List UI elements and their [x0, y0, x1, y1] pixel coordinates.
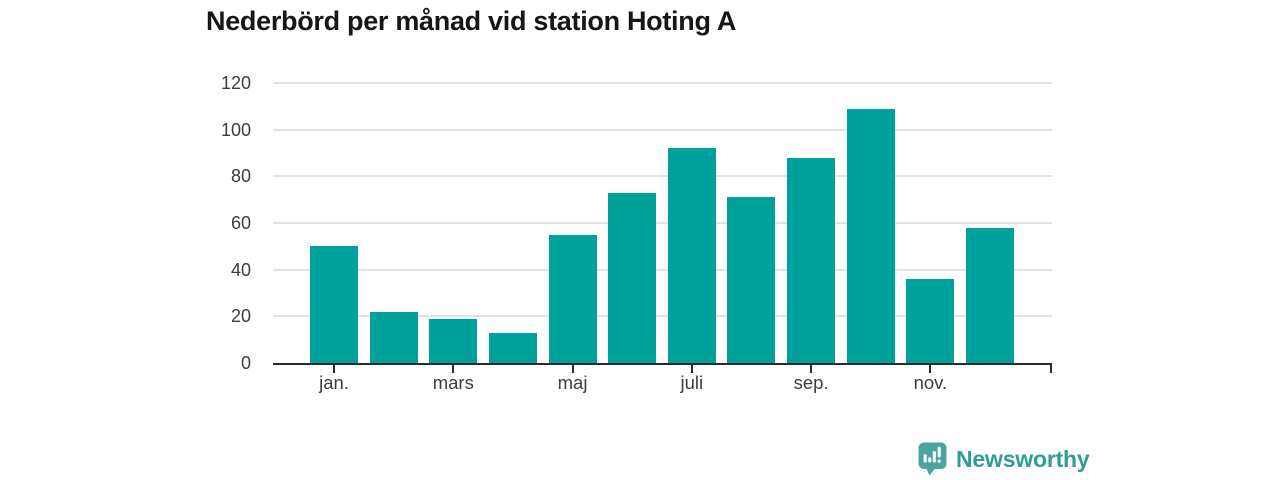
bar-dec	[966, 227, 1015, 363]
x-axis-end-tick	[1050, 364, 1052, 373]
y-tick-label: 40	[230, 259, 251, 280]
gridline	[273, 268, 1052, 271]
x-axis-tick	[810, 364, 813, 373]
bar-juni	[608, 192, 657, 363]
y-axis-labels: 0 20 40 60 80 100 120	[185, 73, 262, 373]
newsworthy-logo-icon	[918, 442, 947, 476]
plot-area	[273, 82, 1052, 373]
bar-nov	[906, 279, 955, 363]
x-tick-label: nov.	[913, 372, 948, 393]
x-axis-labels: jan. mars maj juli sep. nov.	[273, 371, 1052, 397]
x-tick-label: mars	[432, 372, 474, 393]
y-tick-label: 20	[230, 306, 251, 327]
x-axis-tick	[452, 364, 455, 373]
bar-sep	[787, 157, 836, 363]
y-tick-label: 80	[230, 166, 251, 187]
x-tick-label: jan.	[319, 372, 349, 393]
y-tick-label: 0	[240, 353, 251, 373]
x-axis-line	[273, 362, 1052, 365]
x-tick-label: juli	[680, 372, 704, 393]
bar-apr	[488, 332, 537, 363]
x-axis-tick	[571, 364, 574, 373]
x-tick-label: maj	[557, 372, 588, 393]
gridline	[273, 82, 1052, 84]
bar-maj	[548, 234, 597, 363]
bar-feb	[369, 311, 418, 363]
y-tick-label: 120	[220, 73, 251, 93]
x-axis-tick	[690, 364, 693, 373]
y-tick-label: 60	[230, 213, 251, 233]
brand-name: Newsworthy	[956, 445, 1090, 472]
brand-footer: Newsworthy	[918, 442, 1090, 476]
x-tick-label: sep.	[793, 372, 829, 393]
chart-title: Nederbörd per månad vid station Hoting A	[206, 6, 737, 36]
bar-aug	[727, 197, 776, 363]
gridline	[273, 222, 1052, 224]
y-tick-label: 100	[220, 119, 251, 140]
gridline	[273, 175, 1052, 178]
x-axis-tick	[929, 364, 932, 373]
bar-mars	[429, 318, 478, 363]
bar-juli	[667, 148, 716, 363]
x-axis-tick	[333, 364, 335, 373]
bar-okt	[846, 108, 895, 363]
gridline	[273, 128, 1052, 131]
gridline	[273, 315, 1052, 318]
bar-jan	[310, 246, 358, 363]
